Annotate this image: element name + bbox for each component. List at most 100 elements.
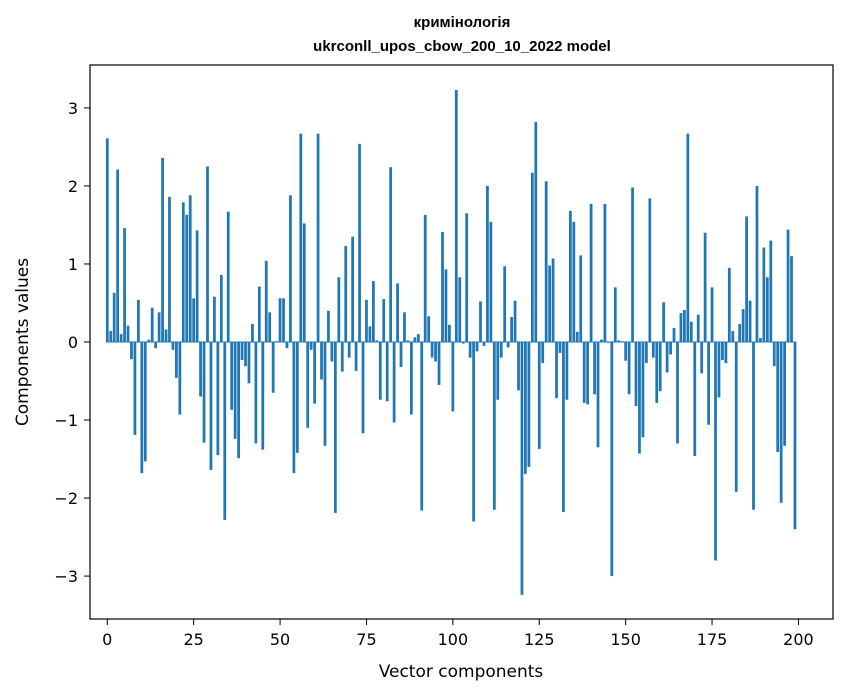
y-tick-label: 0 bbox=[68, 333, 78, 352]
y-tick-label: −1 bbox=[54, 411, 78, 430]
bar-91 bbox=[420, 342, 424, 511]
bar-5 bbox=[123, 228, 126, 342]
bar-11 bbox=[143, 342, 147, 462]
bar-46 bbox=[264, 260, 268, 342]
x-tick-label: 50 bbox=[270, 630, 290, 649]
bar-38 bbox=[237, 342, 240, 459]
bar-52 bbox=[285, 342, 289, 349]
bar-2 bbox=[112, 292, 116, 342]
bar-6 bbox=[126, 325, 130, 342]
bar-156 bbox=[645, 342, 648, 364]
bar-129 bbox=[551, 258, 555, 342]
bar-60 bbox=[313, 342, 317, 404]
bar-8 bbox=[133, 342, 137, 435]
bar-20 bbox=[175, 342, 178, 378]
bar-0 bbox=[105, 138, 109, 342]
bar-102 bbox=[458, 277, 462, 342]
bar-143 bbox=[600, 339, 603, 342]
bar-152 bbox=[631, 187, 634, 342]
bar-36 bbox=[230, 342, 234, 410]
bar-176 bbox=[714, 342, 717, 561]
bar-139 bbox=[586, 342, 590, 405]
bar-53 bbox=[289, 195, 292, 342]
bar-67 bbox=[337, 277, 341, 342]
bar-132 bbox=[562, 342, 565, 513]
bar-107 bbox=[475, 342, 479, 352]
bar-16 bbox=[161, 157, 164, 342]
bar-160 bbox=[658, 342, 662, 392]
bar-128 bbox=[548, 265, 551, 342]
bar-155 bbox=[641, 342, 645, 438]
bar-44 bbox=[257, 286, 261, 342]
y-tick-label: 2 bbox=[68, 177, 78, 196]
bar-32 bbox=[216, 342, 220, 456]
bar-56 bbox=[299, 133, 303, 342]
bar-31 bbox=[213, 296, 216, 342]
bar-197 bbox=[786, 229, 790, 342]
bar-196 bbox=[783, 342, 786, 446]
bar-77 bbox=[371, 281, 375, 342]
bar-4 bbox=[119, 334, 123, 342]
bar-190 bbox=[762, 247, 766, 342]
bar-140 bbox=[589, 203, 593, 342]
bar-68 bbox=[340, 342, 344, 372]
y-axis-ticks: −3 −2 −1 0 1 2 3 bbox=[54, 99, 90, 586]
bar-25 bbox=[192, 298, 196, 342]
bar-188 bbox=[755, 185, 759, 342]
bar-89 bbox=[413, 337, 417, 342]
bar-101 bbox=[454, 89, 458, 342]
bar-74 bbox=[361, 342, 365, 434]
bar-162 bbox=[665, 342, 669, 373]
bar-166 bbox=[679, 313, 683, 342]
bar-172 bbox=[700, 342, 704, 374]
bar-106 bbox=[472, 342, 475, 522]
bar-84 bbox=[396, 283, 399, 342]
bar-158 bbox=[651, 342, 655, 358]
y-tick-label: −3 bbox=[54, 567, 78, 586]
bar-35 bbox=[226, 211, 230, 342]
bar-148 bbox=[617, 340, 621, 342]
bar-187 bbox=[752, 342, 755, 510]
bar-170 bbox=[693, 342, 697, 456]
bar-59 bbox=[309, 342, 313, 350]
bar-177 bbox=[717, 342, 721, 398]
bar-97 bbox=[441, 231, 444, 342]
bar-154 bbox=[638, 342, 641, 454]
bar-9 bbox=[137, 299, 140, 342]
bar-168 bbox=[686, 133, 690, 342]
bar-133 bbox=[565, 342, 569, 400]
bar-82 bbox=[389, 167, 393, 342]
bar-111 bbox=[489, 221, 493, 342]
bar-151 bbox=[627, 342, 631, 395]
bar-193 bbox=[772, 342, 776, 367]
bar-63 bbox=[323, 342, 327, 446]
x-tick-label: 75 bbox=[356, 630, 376, 649]
bar-85 bbox=[399, 342, 403, 367]
bar-62 bbox=[320, 342, 323, 380]
chart-subtitle: ukrconll_upos_cbow_200_10_2022 model bbox=[313, 38, 611, 55]
bar-184 bbox=[741, 309, 745, 342]
bar-40 bbox=[244, 342, 247, 367]
bar-169 bbox=[689, 321, 693, 342]
bar-198 bbox=[790, 256, 793, 342]
bar-180 bbox=[727, 267, 731, 342]
bar-130 bbox=[555, 342, 558, 399]
bar-186 bbox=[748, 300, 752, 342]
bar-167 bbox=[683, 310, 686, 342]
bar-122 bbox=[527, 342, 531, 467]
bar-72 bbox=[354, 342, 358, 371]
bar-43 bbox=[254, 342, 258, 444]
bar-50 bbox=[278, 298, 282, 342]
bar-135 bbox=[572, 221, 576, 342]
x-tick-label: 25 bbox=[183, 630, 203, 649]
bar-27 bbox=[199, 342, 202, 397]
bar-147 bbox=[613, 287, 617, 342]
bar-114 bbox=[499, 342, 503, 358]
bar-108 bbox=[479, 301, 482, 342]
bar-19 bbox=[171, 342, 175, 350]
bar-58 bbox=[306, 342, 310, 428]
bar-120 bbox=[520, 342, 524, 595]
y-axis-label: Components values bbox=[13, 258, 33, 426]
bar-136 bbox=[575, 331, 579, 342]
